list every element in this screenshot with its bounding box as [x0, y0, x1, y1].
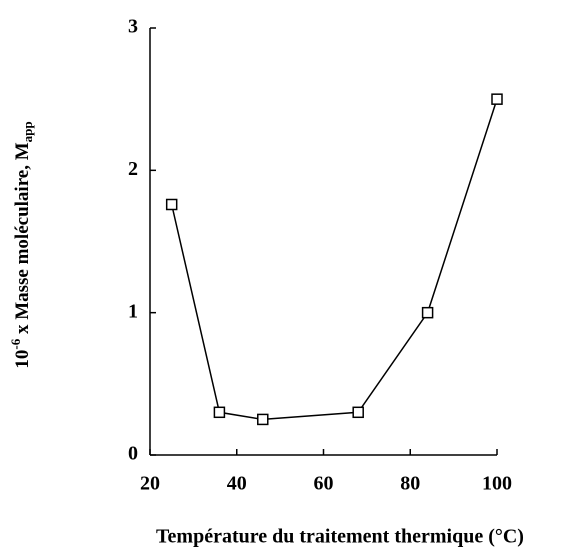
data-point	[213, 406, 226, 419]
y-tick-label: 0	[128, 443, 138, 465]
x-tick-label: 40	[227, 473, 247, 495]
data-point	[257, 413, 269, 426]
data-point	[165, 198, 178, 211]
y-label-sub: app	[20, 121, 35, 142]
data-point	[491, 93, 503, 105]
data-line	[170, 98, 498, 421]
x-tick-label: 60	[314, 473, 334, 495]
x-tick-label: 80	[400, 473, 420, 495]
y-axis-label: 10-6 x Masse moléculaire, Mapp	[8, 121, 35, 368]
y-tick-label: 3	[128, 16, 138, 38]
data-point	[352, 406, 364, 419]
y-tick-label: 2	[128, 158, 138, 180]
x-axis-label: Température du traitement thermique (°C)	[156, 526, 524, 548]
y-label-part: x Masse moléculaire, M	[12, 142, 33, 339]
x-tick-label: 20	[140, 473, 160, 495]
data-point	[421, 306, 434, 319]
x-tick-label: 100	[482, 473, 512, 495]
y-label-part: 10	[12, 350, 33, 369]
y-tick-label: 1	[128, 300, 138, 322]
y-label-sup: -6	[8, 338, 23, 349]
